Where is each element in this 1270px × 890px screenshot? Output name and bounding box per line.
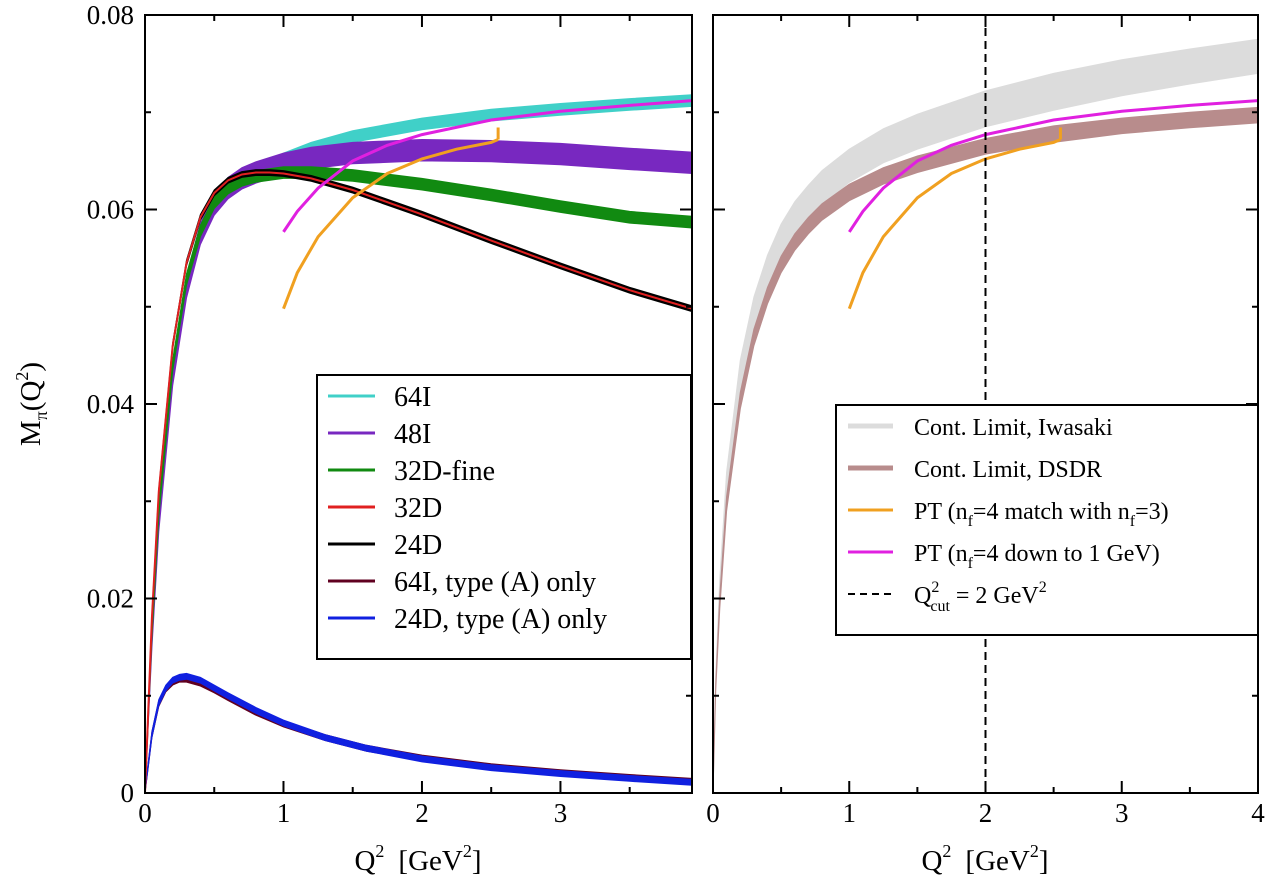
right-legend-label-2: Cont. Limit, DSDR [914, 457, 1102, 483]
y-tick-label: 0 [121, 778, 135, 808]
y-tick-label: 0.06 [87, 195, 134, 225]
overlay-pt-curve-2 [282, 99, 692, 233]
left-panel: 0 1 2 3 0 0.02 0.04 0.06 0.08 Mπ(Q2) Q2 [GeV2] 64… [12, 0, 693, 877]
legend-label-48i: 48I [394, 419, 431, 450]
left-legend-frame [316, 374, 692, 660]
left-legend: 64I 48I 32D-fine 32D 24D 64I, type (A) only 24… [316, 374, 692, 660]
series-32d [145, 171, 692, 793]
legend-label-32d-fine: 32D-fine [394, 456, 495, 487]
legend-label-64i-type-a-only: 64I, type (A) only [394, 567, 596, 598]
series-24d-type-a-only [145, 672, 692, 793]
left-x-tick-label: 3 [554, 798, 568, 828]
right-x-tick-label: 4 [1251, 798, 1265, 828]
left-x-tick-label: 2 [415, 798, 429, 828]
right-legend-label-3: PT (nf=4 match with nf=3) [914, 499, 1169, 530]
series-right-4 [848, 99, 1258, 233]
overlay-pt-curve-1 [282, 138, 499, 310]
right-legend-label-1: Cont. Limit, Iwasaki [914, 415, 1113, 441]
right-legend-frame [835, 404, 1259, 636]
right-legend-label-4: PT (nf=4 down to 1 GeV) [914, 541, 1160, 572]
right-legend: Cont. Limit, Iwasaki Cont. Limit, DSDR PT … [835, 404, 1259, 636]
y-tick-label: 0.08 [87, 0, 134, 30]
y-tick-label: 0.04 [87, 389, 135, 419]
legend-label-64i: 64I [394, 382, 431, 413]
series-right-3 [847, 138, 1061, 310]
right-legend-label-5: Q2 cut = 2 GeV2 [914, 579, 1047, 615]
right-x-tick-label: 0 [706, 798, 720, 828]
right-x-tick-label: 2 [979, 798, 993, 828]
y-tick-label: 0.02 [87, 584, 134, 614]
series-24d [145, 169, 692, 793]
legend-label-32d: 32D [394, 493, 442, 524]
series-right-2 [713, 106, 1258, 793]
legend-label-24d-type-a-only: 24D, type (A) only [394, 604, 607, 635]
left-x-tick-label: 0 [138, 798, 152, 828]
right-x-axis-title: Q2 [GeV2] [921, 841, 1048, 877]
left-x-axis-title: Q2 [GeV2] [354, 841, 481, 877]
right-x-tick-label: 3 [1115, 798, 1129, 828]
right-x-tick-label: 1 [843, 798, 857, 828]
legend-label-24d: 24D [394, 530, 442, 561]
y-axis-title: Mπ(Q2) [12, 362, 51, 446]
left-x-tick-label: 1 [277, 798, 291, 828]
